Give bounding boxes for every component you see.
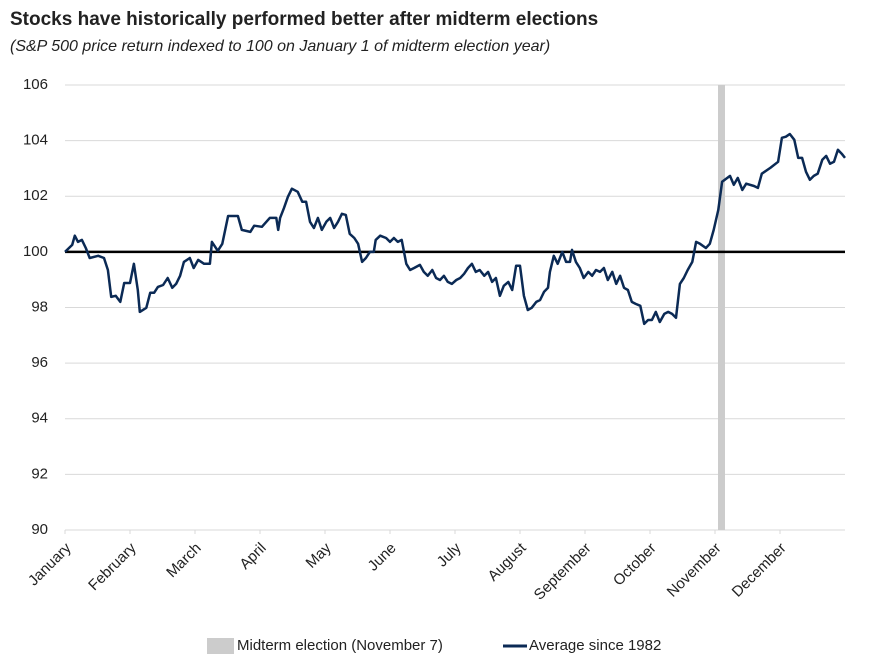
x-tick-label: July bbox=[434, 539, 465, 570]
legend-swatch bbox=[207, 638, 234, 654]
y-tick-label: 90 bbox=[31, 521, 48, 538]
midterm-band bbox=[718, 85, 725, 530]
y-tick-label: 102 bbox=[23, 187, 48, 204]
chart-subtitle: (S&P 500 price return indexed to 100 on … bbox=[10, 38, 550, 55]
x-tick-label: September bbox=[531, 540, 595, 604]
legend-label: Midterm election (November 7) bbox=[237, 637, 443, 654]
y-tick-label: 100 bbox=[23, 243, 48, 260]
x-tick-label: October bbox=[610, 540, 660, 590]
x-tick-label: November bbox=[664, 540, 725, 601]
y-tick-label: 92 bbox=[31, 465, 48, 482]
y-tick-label: 104 bbox=[23, 132, 48, 149]
x-tick-label: March bbox=[163, 540, 204, 581]
x-tick-label: June bbox=[365, 540, 400, 575]
x-tick-label: April bbox=[236, 540, 269, 573]
x-tick-label: December bbox=[729, 540, 790, 601]
chart-title: Stocks have historically performed bette… bbox=[10, 9, 598, 30]
x-tick-label: January bbox=[25, 539, 75, 589]
y-tick-label: 96 bbox=[31, 354, 48, 371]
line-series bbox=[64, 132, 846, 326]
y-tick-label: 94 bbox=[31, 410, 48, 427]
y-tick-label: 106 bbox=[23, 76, 48, 93]
x-tick-label: February bbox=[85, 539, 140, 594]
x-tick-label: May bbox=[303, 539, 335, 571]
legend-label: Average since 1982 bbox=[529, 637, 661, 654]
y-tick-label: 98 bbox=[31, 298, 48, 315]
x-tick-label: August bbox=[485, 539, 531, 585]
